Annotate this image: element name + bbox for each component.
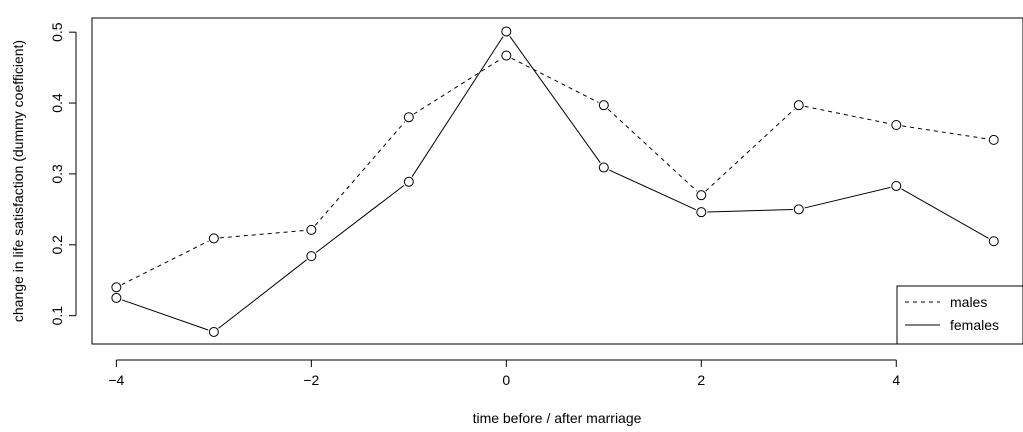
series-segment xyxy=(411,36,504,177)
data-point xyxy=(306,251,317,262)
y-tick-label: 0.3 xyxy=(49,164,65,184)
series-segment xyxy=(315,184,405,253)
series-females xyxy=(111,26,999,337)
series-segment xyxy=(607,108,698,192)
data-point xyxy=(988,134,999,145)
legend-box xyxy=(896,285,1023,345)
legend-label-males: males xyxy=(950,294,987,310)
data-point xyxy=(793,100,804,111)
series-layer xyxy=(111,26,999,337)
x-tick-label: −4 xyxy=(108,372,124,388)
series-segment xyxy=(121,299,209,331)
data-point xyxy=(208,326,219,337)
series-segment xyxy=(218,259,307,329)
y-tick-label: 0.5 xyxy=(49,22,65,42)
x-tick-label: −2 xyxy=(303,372,319,388)
data-point xyxy=(501,50,512,61)
series-segment xyxy=(804,186,891,209)
series-segment xyxy=(121,240,209,286)
data-point xyxy=(598,100,609,111)
x-tick-label: 2 xyxy=(697,372,705,388)
series-segment xyxy=(314,121,406,226)
data-point xyxy=(501,26,512,37)
data-point xyxy=(306,224,317,235)
series-segment xyxy=(902,125,988,140)
series-males xyxy=(111,50,999,293)
data-point xyxy=(403,112,414,123)
series-segment xyxy=(705,108,795,192)
y-tick-label: 0.1 xyxy=(49,306,65,326)
data-point xyxy=(891,120,902,131)
data-point xyxy=(793,204,804,215)
series-segment xyxy=(901,188,989,239)
y-axis: 0.1 0.2 0.3 0.4 0.5 xyxy=(49,22,77,326)
legend: males females xyxy=(896,285,1023,345)
x-tick-label: 0 xyxy=(502,372,510,388)
data-point xyxy=(208,233,219,244)
data-point xyxy=(111,292,122,303)
series-segment xyxy=(804,105,891,125)
data-point xyxy=(696,207,707,218)
x-axis: −4 −2 0 2 4 xyxy=(108,359,900,388)
data-point xyxy=(111,282,122,293)
y-tick-label: 0.2 xyxy=(49,235,65,255)
series-segment xyxy=(509,36,601,163)
data-point xyxy=(891,180,902,191)
data-point xyxy=(403,176,414,187)
series-segment xyxy=(707,209,793,213)
series-segment xyxy=(219,229,306,239)
legend-label-females: females xyxy=(950,317,999,333)
data-point xyxy=(598,162,609,173)
series-segment xyxy=(511,57,599,103)
data-point xyxy=(696,190,707,201)
data-point xyxy=(988,236,999,247)
plot-area-frame xyxy=(91,17,1023,345)
x-axis-label: time before / after marriage xyxy=(473,410,642,426)
series-segment xyxy=(609,169,697,211)
y-tick-label: 0.4 xyxy=(49,93,65,113)
x-tick-label: 4 xyxy=(892,372,900,388)
series-segment xyxy=(413,58,502,115)
y-axis-label: change in life satisfaction (dummy coeff… xyxy=(10,40,26,322)
